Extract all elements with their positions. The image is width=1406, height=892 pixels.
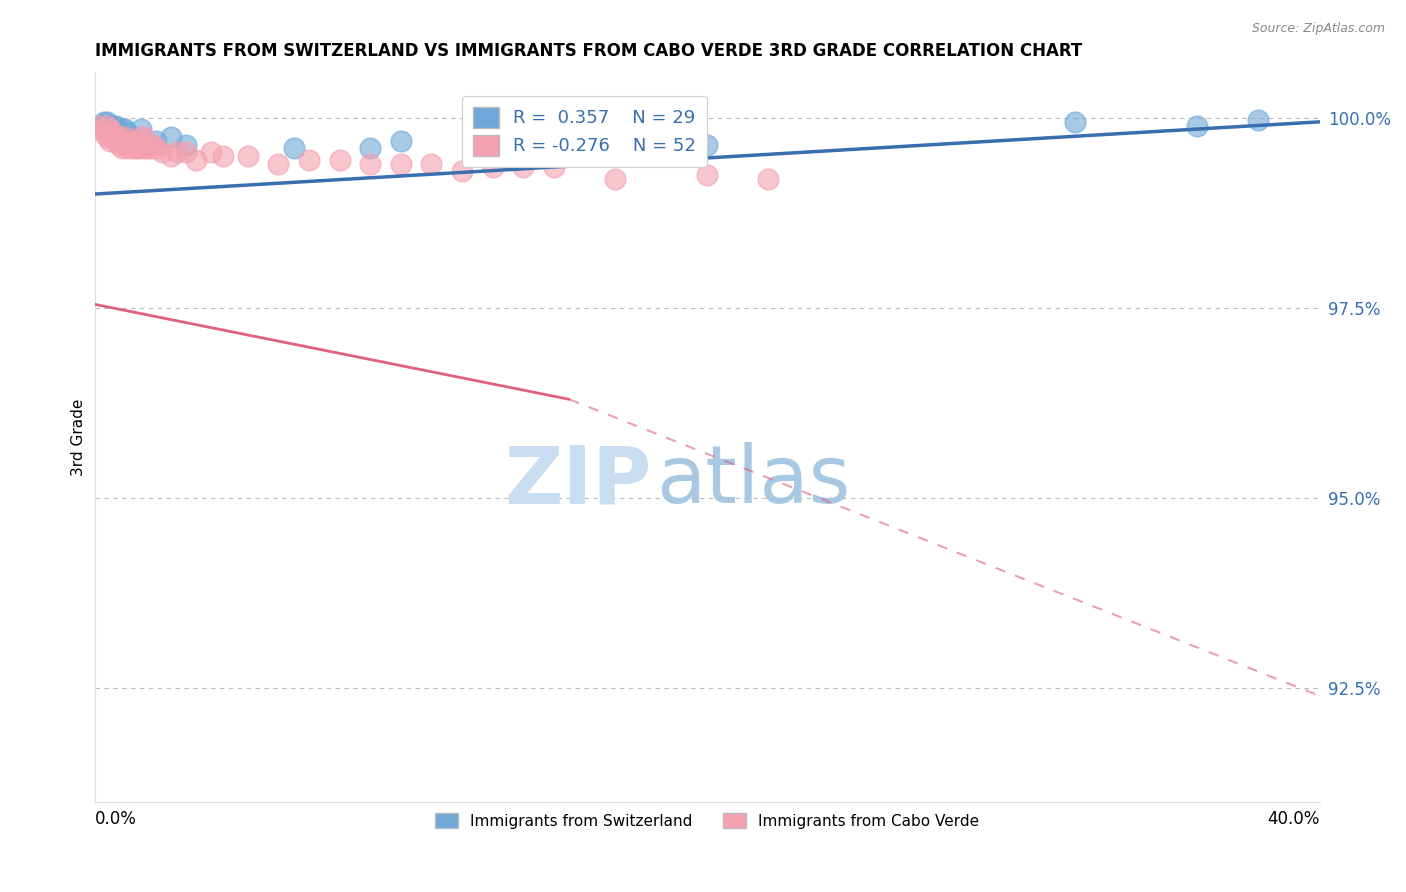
Point [236, 149, 259, 163]
Point [101, 126, 124, 140]
Y-axis label: 3rd Grade: 3rd Grade [72, 399, 86, 476]
Point [420, 156, 443, 170]
Point [90, 119, 112, 133]
Point [129, 130, 152, 145]
Point [267, 156, 290, 170]
Point [756, 172, 779, 186]
Point [90, 122, 112, 136]
Point [696, 137, 718, 152]
Legend: Immigrants from Switzerland, Immigrants from Cabo Verde: Immigrants from Switzerland, Immigrants … [429, 806, 986, 835]
Point [129, 122, 152, 136]
Point [111, 130, 134, 145]
Point [101, 119, 124, 133]
Point [329, 153, 352, 167]
Point [98, 122, 121, 136]
Point [166, 145, 188, 160]
Point [127, 141, 149, 155]
Text: IMMIGRANTS FROM SWITZERLAND VS IMMIGRANTS FROM CABO VERDE 3RD GRADE CORRELATION : IMMIGRANTS FROM SWITZERLAND VS IMMIGRANT… [94, 42, 1081, 60]
Point [114, 122, 136, 136]
Point [132, 130, 155, 145]
Point [117, 141, 139, 155]
Point [105, 122, 128, 136]
Point [481, 161, 503, 175]
Point [543, 145, 565, 160]
Point [1063, 115, 1085, 129]
Point [114, 137, 136, 152]
Point [160, 130, 183, 145]
Point [129, 141, 152, 155]
Point [124, 134, 146, 148]
Point [138, 137, 160, 152]
Point [605, 172, 627, 186]
Point [138, 141, 160, 155]
Point [1247, 112, 1270, 127]
Point [512, 161, 534, 175]
Text: ZIP: ZIP [505, 442, 652, 520]
Point [389, 156, 412, 170]
Point [696, 168, 718, 182]
Text: atlas: atlas [655, 442, 851, 520]
Point [93, 115, 115, 129]
Point [98, 122, 121, 136]
Point [105, 134, 128, 148]
Point [108, 137, 131, 152]
Point [543, 161, 565, 175]
Point [86, 119, 108, 133]
Point [105, 119, 128, 133]
Text: 40.0%: 40.0% [1267, 810, 1320, 828]
Point [176, 145, 198, 160]
Point [105, 130, 128, 145]
Point [135, 141, 157, 155]
Point [117, 126, 139, 140]
Point [298, 153, 321, 167]
Point [283, 141, 305, 155]
Point [117, 134, 139, 148]
Point [114, 130, 136, 145]
Point [101, 130, 124, 145]
Point [120, 130, 142, 145]
Point [98, 119, 121, 133]
Point [160, 149, 183, 163]
Point [132, 137, 155, 152]
Text: Source: ZipAtlas.com: Source: ZipAtlas.com [1251, 22, 1385, 36]
Point [98, 134, 121, 148]
Point [150, 145, 173, 160]
Point [111, 134, 134, 148]
Point [96, 130, 118, 145]
Point [111, 122, 134, 136]
Point [120, 137, 142, 152]
Point [96, 115, 118, 129]
Point [124, 141, 146, 155]
Point [124, 134, 146, 148]
Point [96, 119, 118, 133]
Point [96, 122, 118, 136]
Point [111, 141, 134, 155]
Point [145, 134, 167, 148]
Point [200, 145, 222, 160]
Point [359, 141, 381, 155]
Point [145, 141, 167, 155]
Point [108, 130, 131, 145]
Text: 0.0%: 0.0% [94, 810, 136, 828]
Point [389, 134, 412, 148]
Point [212, 149, 235, 163]
Point [176, 137, 198, 152]
Point [451, 164, 474, 178]
Point [142, 137, 165, 152]
Point [359, 156, 381, 170]
Point [108, 126, 131, 140]
Point [1185, 119, 1208, 133]
Point [93, 126, 115, 140]
Point [184, 153, 207, 167]
